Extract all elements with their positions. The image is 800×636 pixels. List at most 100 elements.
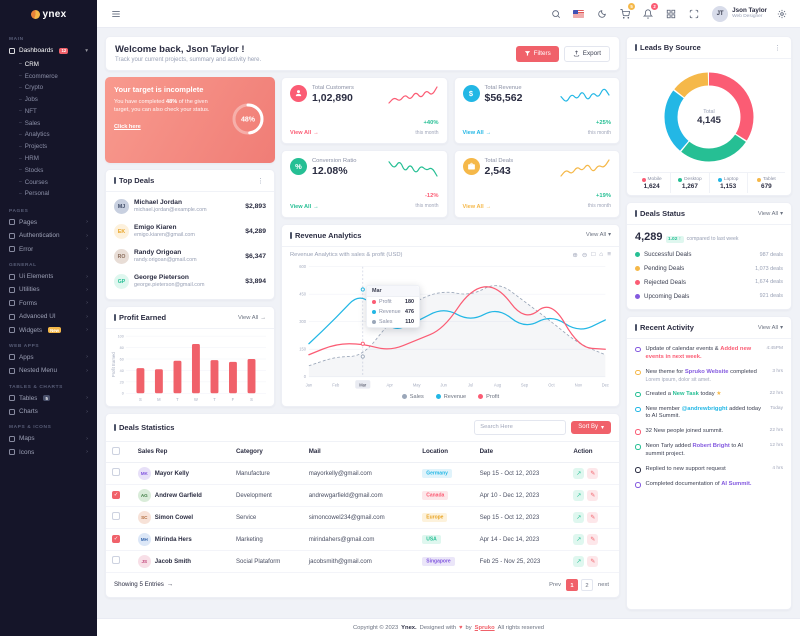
activity-view-all-link[interactable]: View All ▾ [758, 325, 783, 331]
export-button[interactable]: Export [563, 45, 610, 62]
prev-page-link[interactable]: Prev [549, 581, 562, 588]
sidebar-nav: MAIN Dashboards 12 ▾ – CRM – Ecommerce – Crypto – J… [0, 28, 97, 636]
svg-text:0: 0 [304, 374, 307, 379]
row-checkbox[interactable] [112, 468, 120, 476]
edit-action-button[interactable]: ✎ [587, 489, 599, 501]
sidebar-item-nested-menu[interactable]: Nested Menu › [0, 364, 97, 377]
promote-action-button[interactable]: ↗ [573, 511, 585, 523]
search-input[interactable] [474, 419, 567, 435]
user-menu[interactable]: JT Json Taylor Web Designer [712, 5, 767, 22]
activity-dot [635, 369, 641, 376]
page-button-1[interactable]: 1 [566, 578, 579, 591]
sidebar-item-pages[interactable]: Pages › [0, 216, 97, 229]
stat-value: 12.08% [312, 165, 348, 178]
profit-view-all-link[interactable]: View All → [238, 315, 266, 321]
settings-gear-icon[interactable] [773, 5, 790, 22]
sidebar-item-label: Charts [19, 408, 38, 416]
brand-logo[interactable]: ynex [0, 0, 97, 28]
activity-text-part: New member [645, 405, 682, 412]
dollar-icon: $ [462, 85, 480, 102]
revenue-view-all-link[interactable]: View All ▾ [586, 232, 611, 238]
sidebar-subitem-sales[interactable]: – Sales [0, 117, 97, 129]
sidebar-item-charts[interactable]: Charts › [0, 405, 97, 418]
apps-grid-icon[interactable] [662, 5, 679, 22]
more-options-icon[interactable]: ⋮ [774, 44, 781, 52]
export-icon [573, 50, 579, 57]
sidebar-subitem-ecommerce[interactable]: – Ecommerce [0, 70, 97, 82]
dark-mode-moon-icon[interactable] [593, 5, 610, 22]
row-checkbox[interactable]: ✓ [112, 535, 120, 544]
edit-action-button[interactable]: ✎ [587, 467, 599, 479]
showing-entries-link[interactable]: Showing 5 Entries → [114, 581, 173, 588]
sidebar-item-widgets[interactable]: Widgets New › [0, 323, 97, 336]
zoom-in-icon[interactable]: ⊕ [572, 251, 578, 259]
sidebar-subitem-crypto[interactable]: – Crypto [0, 82, 97, 94]
sidebar-subitem-analytics[interactable]: – Analytics [0, 129, 97, 141]
chart-menu-icon[interactable]: ≡ [607, 250, 611, 258]
sidebar-item-tables[interactable]: Tables 5 › [0, 392, 97, 405]
sidebar-item-forms[interactable]: Forms › [0, 297, 97, 310]
user-name: Json Taylor [732, 7, 767, 15]
stat-change: +19% this month [588, 183, 611, 209]
fullscreen-icon[interactable] [685, 5, 702, 22]
select-all-checkbox[interactable] [112, 446, 120, 455]
row-checkbox[interactable] [112, 556, 120, 564]
sidebar-subitem-projects[interactable]: – Projects [0, 141, 97, 153]
view-all-link[interactable]: View All → [290, 204, 319, 210]
edit-action-button[interactable]: ✎ [587, 555, 599, 567]
zoom-out-icon[interactable]: ⊖ [581, 251, 588, 259]
sidebar-subitem-courses[interactable]: – Courses [0, 176, 97, 188]
sort-by-button[interactable]: Sort By ▾ [571, 420, 611, 434]
sidebar-item-dashboards[interactable]: Dashboards 12 ▾ [0, 44, 97, 57]
bell-icon[interactable]: 2 [639, 3, 659, 22]
selection-icon[interactable]: □ [591, 250, 596, 258]
filters-button[interactable]: Filters [515, 45, 559, 62]
dash-icon: – [19, 96, 22, 103]
sidebar-item-icons[interactable]: Icons › [0, 446, 97, 459]
deals-status-view-all-link[interactable]: View All ▾ [758, 211, 783, 217]
deal-amount: $6,347 [245, 253, 266, 260]
stat-sparkline [387, 161, 438, 177]
view-all-link[interactable]: View All → [290, 130, 319, 136]
designer-link[interactable]: Spruko [474, 624, 495, 631]
view-all-link[interactable]: View All → [463, 204, 492, 210]
cart-icon[interactable]: 5 [616, 3, 636, 22]
sidebar-subitem-hrm[interactable]: – HRM [0, 153, 97, 165]
search-icon[interactable] [547, 5, 564, 22]
menu-toggle-icon[interactable] [107, 5, 124, 22]
legend-row: Desktop [671, 177, 708, 182]
sidebar-item-authentication[interactable]: Authentication › [0, 229, 97, 242]
language-flag-icon[interactable] [570, 5, 587, 22]
promote-action-button[interactable]: ↗ [573, 533, 585, 545]
sidebar-item-utilities[interactable]: Utilities › [0, 283, 97, 296]
sidebar-item-maps[interactable]: Maps › [0, 432, 97, 445]
status-label: Rejected Deals [644, 278, 686, 286]
sidebar-item-error[interactable]: Error › [0, 243, 97, 256]
page-button-2[interactable]: 2 [581, 578, 594, 591]
edit-action-button[interactable]: ✎ [587, 533, 599, 545]
row-checkbox[interactable]: ✓ [112, 491, 120, 500]
promote-action-button[interactable]: ↗ [573, 555, 585, 567]
edit-action-button[interactable]: ✎ [587, 511, 599, 523]
more-options-icon[interactable]: ⋮ [257, 177, 264, 185]
sidebar-subitem-nft[interactable]: – NFT [0, 106, 97, 118]
mail-cell: mirindahers@gmail.com [302, 528, 417, 551]
svg-text:150: 150 [299, 346, 306, 351]
view-all-link[interactable]: View All → [463, 130, 492, 136]
home-icon[interactable]: ⌂ [599, 250, 604, 258]
promote-action-button[interactable]: ↗ [573, 467, 585, 479]
sidebar-item-apps[interactable]: Apps › [0, 351, 97, 364]
activity-body: Neon Tarly added Robert Bright to AI sum… [646, 443, 763, 459]
sidebar-subitem-jobs[interactable]: – Jobs [0, 94, 97, 106]
promote-action-button[interactable]: ↗ [573, 489, 585, 501]
sidebar-section-label: WEB APPS [9, 343, 40, 349]
click-here-link[interactable]: Click here [114, 123, 141, 130]
sidebar-subitem-personal[interactable]: – Personal [0, 188, 97, 200]
sidebar-item-advanced-ui[interactable]: Advanced UI › [0, 310, 97, 323]
sidebar-item-ui-elements[interactable]: Ui Elements › [0, 270, 97, 283]
sidebar-subitem-stocks[interactable]: – Stocks [0, 164, 97, 176]
next-page-link[interactable]: next [598, 581, 609, 588]
sidebar-subitem-crm[interactable]: – CRM [0, 58, 97, 70]
deals-table-head: Sales Rep Category Mail Location Date Action [106, 441, 619, 463]
row-checkbox[interactable] [112, 512, 120, 520]
